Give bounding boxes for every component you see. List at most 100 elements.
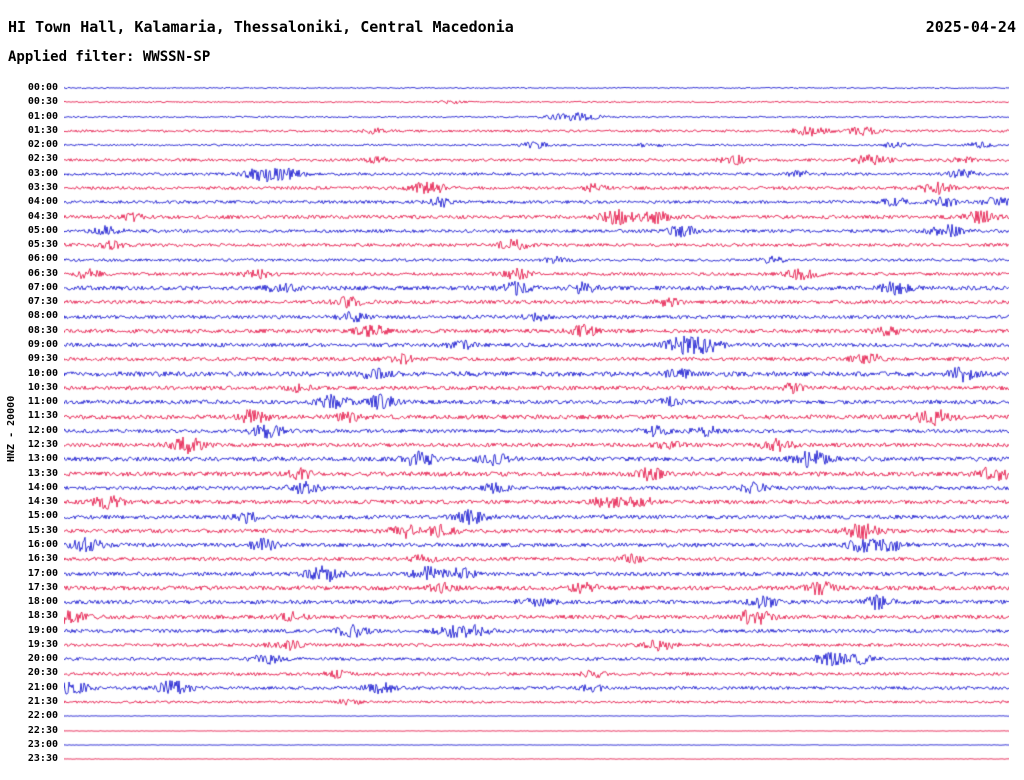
time-label: 03:00 [27, 167, 58, 179]
trace-row: 15:00 [0, 499, 1024, 534]
filter-label: Applied filter: WWSSN-SP [8, 49, 211, 65]
time-label: 01:00 [27, 110, 58, 122]
trace-row: 23:30 [0, 742, 1024, 777]
time-label: 01:30 [27, 124, 58, 136]
trace-row: 18:30 [0, 599, 1024, 634]
time-label: 05:00 [27, 224, 58, 236]
trace-row: 01:00 [0, 99, 1024, 134]
time-label: 21:30 [27, 696, 58, 708]
time-label: 16:30 [27, 553, 58, 565]
trace-row: 04:30 [0, 199, 1024, 234]
time-label: 06:30 [27, 267, 58, 279]
time-label: 04:30 [27, 210, 58, 222]
trace-row: 03:30 [0, 171, 1024, 206]
trace-row: 23:00 [0, 728, 1024, 763]
time-label: 22:30 [27, 724, 58, 736]
trace-row: 08:00 [0, 299, 1024, 334]
trace-row: 21:00 [0, 670, 1024, 705]
time-label: 05:30 [27, 239, 58, 251]
station-title: HI Town Hall, Kalamaria, Thessaloniki, C… [8, 18, 514, 36]
time-label: 11:00 [27, 396, 58, 408]
trace-row: 08:30 [0, 313, 1024, 348]
trace-row: 09:30 [0, 342, 1024, 377]
trace-row: 06:30 [0, 256, 1024, 291]
trace-row: 00:30 [0, 85, 1024, 120]
time-label: 15:30 [27, 524, 58, 536]
time-label: 07:00 [27, 281, 58, 293]
trace-row: 16:30 [0, 542, 1024, 577]
trace-row: 14:00 [0, 470, 1024, 505]
trace-row: 13:00 [0, 442, 1024, 477]
trace-row: 07:30 [0, 285, 1024, 320]
time-label: 02:00 [27, 139, 58, 151]
time-label: 14:00 [27, 481, 58, 493]
trace-row: 16:00 [0, 528, 1024, 563]
trace-row: 20:00 [0, 642, 1024, 677]
trace-row: 20:30 [0, 656, 1024, 691]
time-label: 11:30 [27, 410, 58, 422]
trace-row: 17:30 [0, 570, 1024, 605]
time-label: 04:00 [27, 196, 58, 208]
trace-row: 03:00 [0, 156, 1024, 191]
trace-row: 14:30 [0, 485, 1024, 520]
trace-row: 02:30 [0, 142, 1024, 177]
time-label: 16:00 [27, 538, 58, 550]
trace-row: 21:30 [0, 685, 1024, 720]
time-label: 17:00 [27, 567, 58, 579]
time-label: 13:30 [27, 467, 58, 479]
trace-row: 22:00 [0, 699, 1024, 734]
trace-row: 10:00 [0, 356, 1024, 391]
time-label: 10:00 [27, 367, 58, 379]
time-label: 08:00 [27, 310, 58, 322]
trace-row: 02:00 [0, 128, 1024, 163]
trace-row: 19:30 [0, 628, 1024, 663]
time-label: 20:00 [27, 653, 58, 665]
trace-row: 07:00 [0, 271, 1024, 306]
time-label: 00:00 [27, 82, 58, 93]
record-date: 2025-04-24 [925, 18, 1016, 36]
trace-row: 19:00 [0, 613, 1024, 648]
time-label: 19:30 [27, 638, 58, 650]
trace-row: 18:00 [0, 585, 1024, 620]
trace-row: 05:00 [0, 213, 1024, 248]
time-label: 02:30 [27, 153, 58, 165]
trace-row: 00:00 [0, 71, 1024, 106]
trace-row: 01:30 [0, 113, 1024, 148]
time-label: 17:30 [27, 581, 58, 593]
trace-row: 11:00 [0, 385, 1024, 420]
trace-row: 11:30 [0, 399, 1024, 434]
time-label: 23:30 [27, 753, 58, 765]
time-label: 19:00 [27, 624, 58, 636]
trace-row: 12:30 [0, 428, 1024, 463]
time-label: 00:30 [27, 96, 58, 108]
trace-row: 17:00 [0, 556, 1024, 591]
time-label: 09:30 [27, 353, 58, 365]
trace-row: 12:00 [0, 413, 1024, 448]
time-label: 13:00 [27, 453, 58, 465]
time-label: 18:00 [27, 596, 58, 608]
time-label: 18:30 [27, 610, 58, 622]
time-label: 03:30 [27, 181, 58, 193]
time-label: 12:30 [27, 439, 58, 450]
time-label: 15:00 [27, 510, 58, 522]
trace-row: 06:00 [0, 242, 1024, 277]
time-label: 09:00 [27, 339, 58, 351]
trace-row: 09:00 [0, 328, 1024, 363]
time-label: 07:30 [27, 296, 58, 308]
trace-area: 00:00 00:30 01:00 01:30 02:00 02:30 03:00 03:30… [0, 71, 1024, 777]
time-label: 21:00 [27, 681, 58, 693]
trace-row: 05:30 [0, 228, 1024, 263]
trace-row: 04:00 [0, 185, 1024, 220]
time-label: 12:00 [27, 424, 58, 436]
trace-row: 15:30 [0, 513, 1024, 548]
time-label: 20:30 [27, 667, 58, 679]
time-label: 22:00 [27, 710, 58, 722]
time-label: 23:00 [27, 738, 58, 750]
trace-row: 13:30 [0, 456, 1024, 491]
trace-row: 22:30 [0, 713, 1024, 748]
time-label: 08:30 [27, 324, 58, 336]
time-label: 10:30 [27, 381, 58, 393]
trace-row: 10:30 [0, 371, 1024, 406]
time-label: 06:00 [27, 253, 58, 265]
